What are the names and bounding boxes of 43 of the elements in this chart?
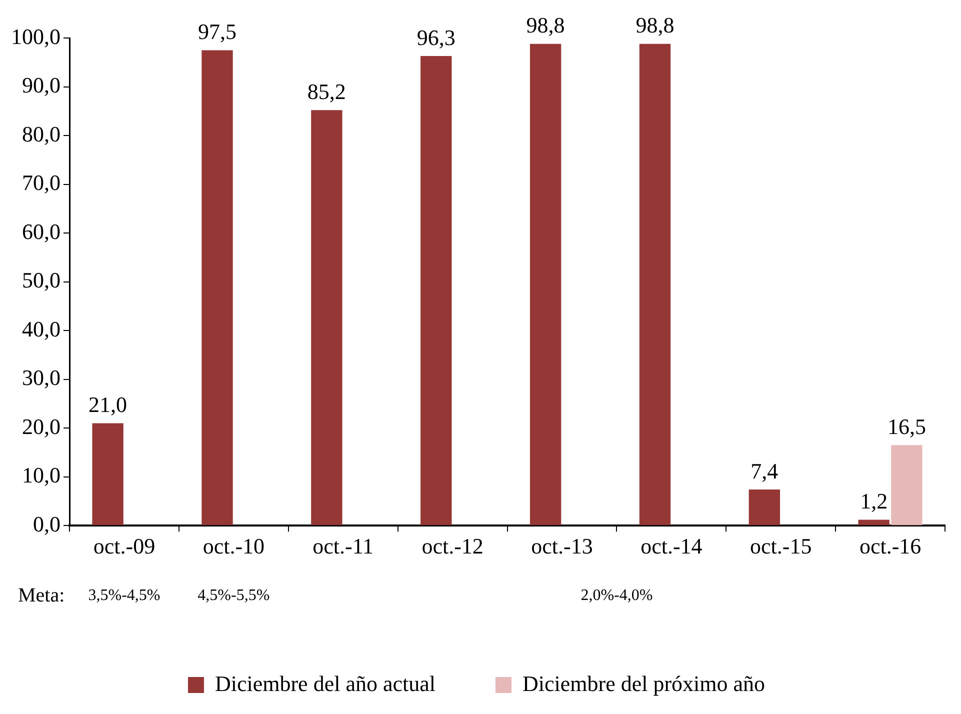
x-tick-label: oct.-12 xyxy=(422,534,484,559)
y-tick-label: 90,0 xyxy=(22,72,60,98)
x-tick-label: oct.-09 xyxy=(93,534,156,559)
y-tick-label: 10,0 xyxy=(22,462,60,488)
y-tick-label: 70,0 xyxy=(22,170,60,196)
legend-label: Diciembre del próximo año xyxy=(522,670,766,696)
data-label: 1,2 xyxy=(860,488,888,514)
data-label: 98,8 xyxy=(526,12,565,38)
bar xyxy=(420,56,452,526)
data-label: 7,4 xyxy=(750,458,778,484)
y-tick-label: 60,0 xyxy=(22,218,60,244)
bar xyxy=(748,490,780,526)
y-tick-label: 80,0 xyxy=(22,121,60,146)
bar xyxy=(92,423,124,526)
data-label: 96,3 xyxy=(416,24,456,50)
data-label: 98,8 xyxy=(636,12,674,38)
bar xyxy=(639,44,671,526)
y-tick-label: 50,0 xyxy=(22,268,60,293)
x-tick-label: oct.-16 xyxy=(859,534,922,559)
data-label: 16,5 xyxy=(887,414,926,439)
y-tick-label: 100,0 xyxy=(11,24,60,49)
y-tick-label: 20,0 xyxy=(22,414,60,439)
y-tick-label: 30,0 xyxy=(22,365,60,390)
x-tick-label: oct.-14 xyxy=(640,534,702,559)
x-tick-label: oct.-10 xyxy=(202,534,265,559)
bar xyxy=(891,445,922,526)
text: Meta: xyxy=(18,584,65,606)
y-tick-label: 40,0 xyxy=(22,316,60,342)
bar xyxy=(858,520,890,526)
x-tick-label: oct.-11 xyxy=(312,534,374,559)
text: 2,0%-4,0% xyxy=(580,587,653,604)
data-label: 21,0 xyxy=(88,392,128,417)
data-label: 85,2 xyxy=(307,78,346,104)
data-label: 97,5 xyxy=(198,18,236,44)
y-tick-label: 0,0 xyxy=(33,511,60,536)
text: 3,5%-4,5% xyxy=(88,587,160,604)
bar xyxy=(311,110,342,526)
legend-label: Diciembre del año actual xyxy=(214,670,436,696)
text: 4,5%-5,5% xyxy=(198,587,270,604)
bar xyxy=(202,50,233,526)
x-tick-label: oct.-15 xyxy=(750,534,812,559)
bar xyxy=(530,44,562,526)
x-tick-label: oct.-13 xyxy=(531,534,593,559)
